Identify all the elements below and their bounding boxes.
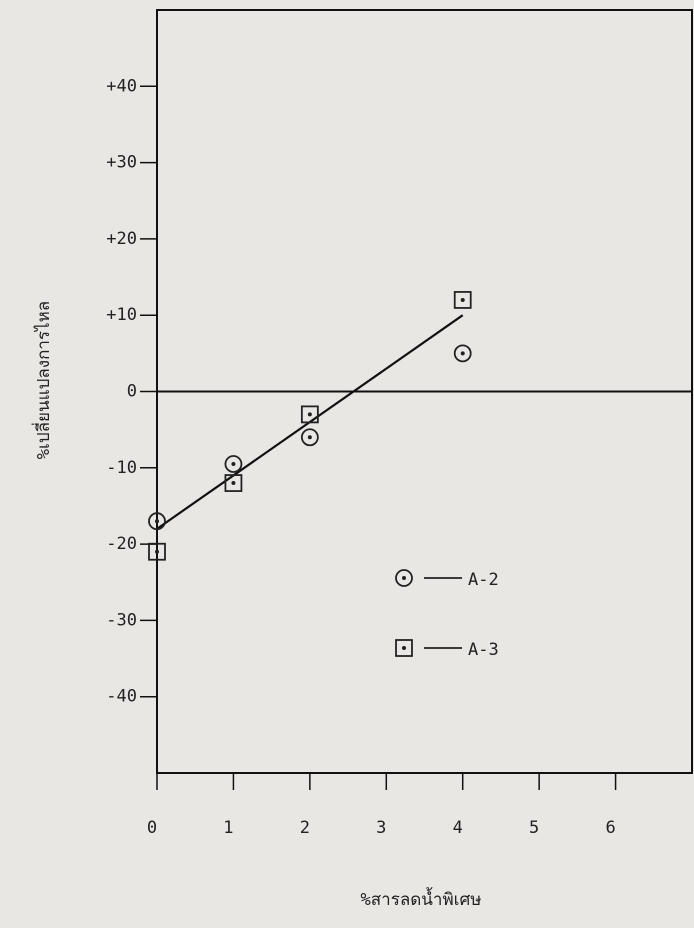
x-tick-label: 1 (223, 818, 233, 838)
y-tick-label: +40 (106, 76, 137, 96)
y-tick-label: -10 (106, 458, 137, 478)
marker-dot (402, 576, 406, 580)
x-tick-label: 3 (376, 818, 386, 838)
x-tick-label: 5 (529, 818, 539, 838)
chart: %สารลดน้ำพิเศษ %เปลี่ยนแปลงการไหล +40 +30… (0, 0, 694, 928)
x-tick-label: 0 (147, 818, 157, 838)
marker-dot (308, 435, 312, 439)
x-tick-label: 4 (453, 818, 463, 838)
marker-dot (155, 519, 159, 523)
marker-dot (461, 298, 465, 302)
marker-dot (402, 646, 406, 650)
y-tick-label: +20 (106, 229, 137, 249)
x-tick-label: 6 (605, 818, 615, 838)
y-tick-label: 0 (127, 382, 137, 402)
page: {"chart_data": {"type": "scatter", "x_la… (0, 0, 694, 928)
legend-label: A-2 (468, 570, 499, 590)
marker-dot (461, 351, 465, 355)
marker-dot (231, 481, 235, 485)
marker-dot (231, 462, 235, 466)
y-tick-label: -40 (106, 687, 137, 707)
y-axis-title: %เปลี่ยนแปลงการไหล (31, 301, 54, 459)
y-tick-label: +10 (106, 305, 137, 325)
x-tick-label: 2 (300, 818, 310, 838)
legend-label: A-3 (468, 640, 499, 660)
x-axis-title: %สารลดน้ำพิเศษ (361, 887, 482, 910)
y-tick-label: -30 (106, 610, 137, 630)
marker-dot (155, 550, 159, 554)
marker-dot (308, 412, 312, 416)
y-tick-label: +30 (106, 153, 137, 173)
y-tick-label: -20 (106, 534, 137, 554)
